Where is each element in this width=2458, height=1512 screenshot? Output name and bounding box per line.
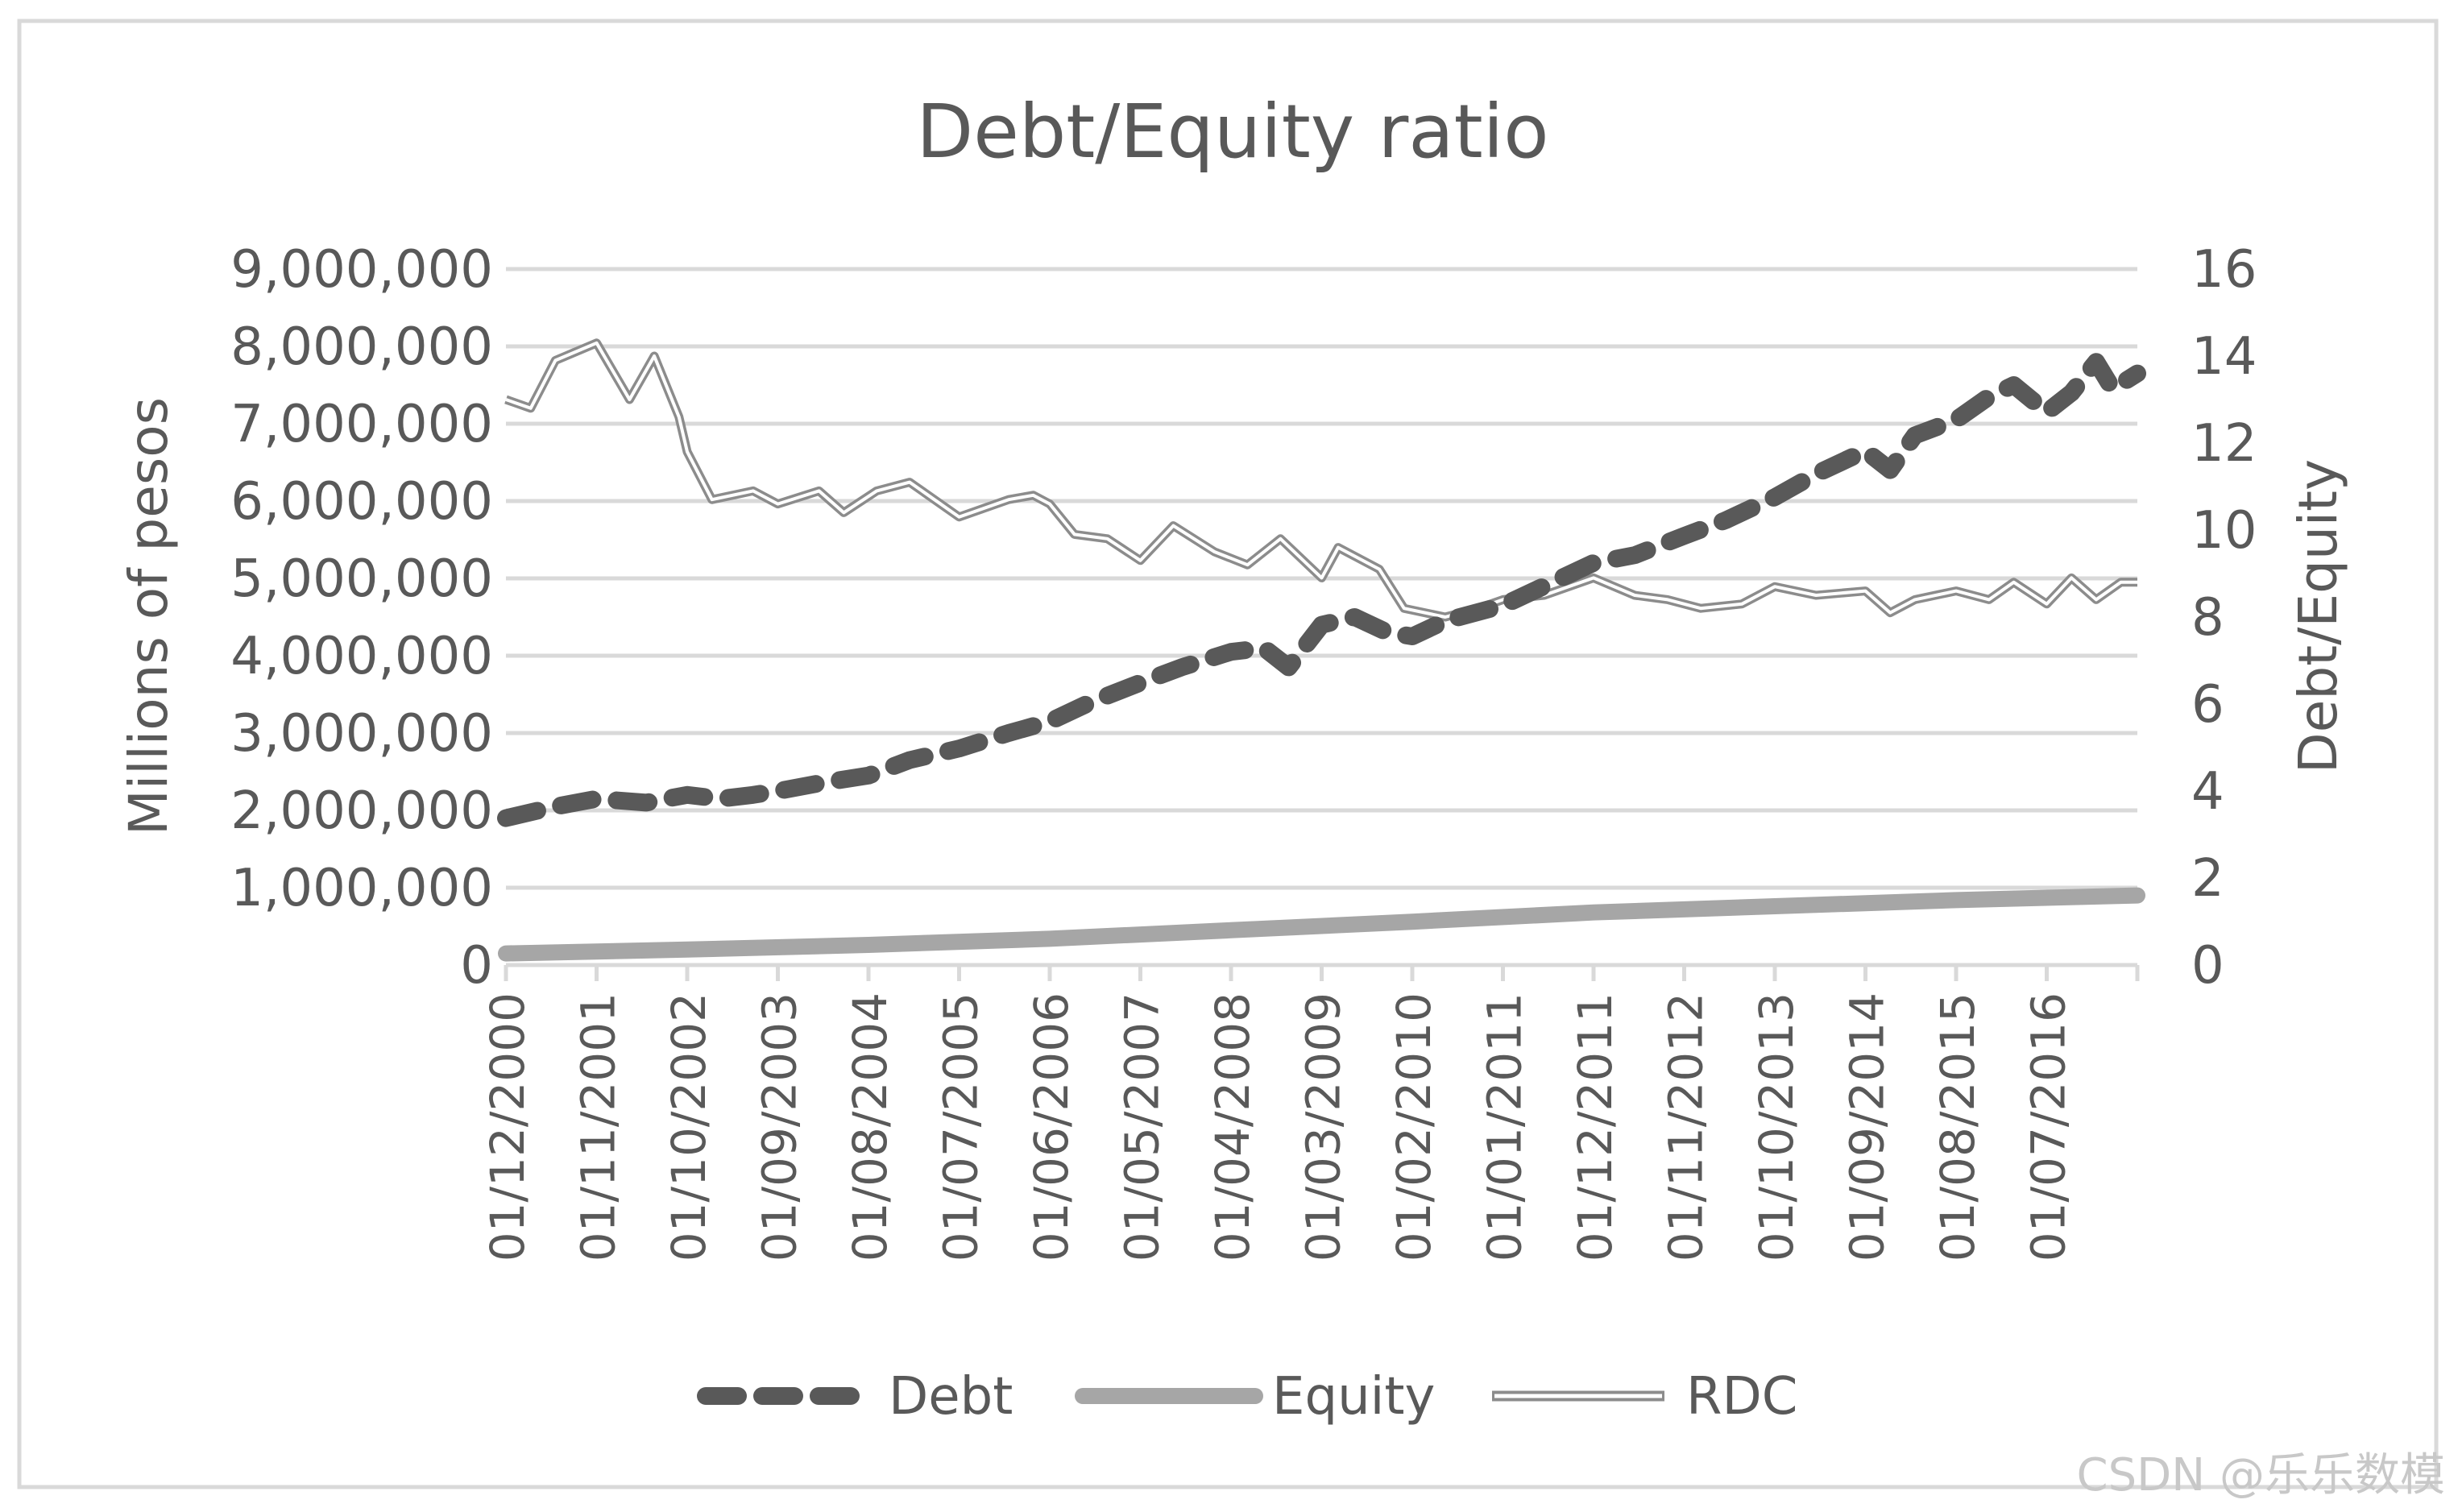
debt-series-line <box>497 353 2146 827</box>
equity-series-line <box>498 887 2145 962</box>
legend-label-equity: Equity <box>1272 1367 1435 1427</box>
x-tick-label: 01/05/2007 <box>1115 992 1170 1261</box>
y-tick-label: 9,000,000 <box>230 240 493 300</box>
chart-title: Debt/Equity ratio <box>916 89 1548 175</box>
y-tick-label: 7,000,000 <box>230 395 493 454</box>
y-axis-ticks: 0 1,000,000 2,000,000 3,000,000 4,000,000 5,0… <box>230 240 493 996</box>
y2-tick-label: 8 <box>2191 588 2224 648</box>
watermark: CSDN @乐乐数模 <box>2077 1449 2445 1502</box>
x-tick-label: 01/03/2009 <box>1296 992 1351 1261</box>
y2-axis-ticks: 0 2 4 6 8 10 12 14 16 <box>2191 240 2257 996</box>
x-tick-label: 01/04/2008 <box>1205 992 1260 1261</box>
gridlines <box>506 267 2137 890</box>
y-tick-label: 4,000,000 <box>230 627 493 686</box>
x-tick-label: 01/06/2006 <box>1024 992 1079 1261</box>
series-layer <box>497 338 2146 962</box>
y2-axis-label: Debt/Equity <box>2287 459 2349 773</box>
y-tick-label: 2,000,000 <box>230 781 493 841</box>
x-tick-label: 01/02/2010 <box>1387 992 1441 1261</box>
x-tick-label: 01/10/2002 <box>661 992 716 1261</box>
y-tick-label: 8,000,000 <box>230 317 493 377</box>
y-tick-label: 3,000,000 <box>230 704 493 764</box>
x-tick-label: 01/01/2011 <box>1478 992 1532 1261</box>
y2-tick-label: 12 <box>2191 414 2257 474</box>
x-tick-label: 01/08/2004 <box>843 992 897 1261</box>
y-tick-label: 6,000,000 <box>230 472 493 532</box>
rdc-series-line-inner <box>505 341 2137 619</box>
y-axis-label: Millions of pesos <box>118 397 180 835</box>
x-tick-label: 01/09/2014 <box>1840 992 1895 1261</box>
x-axis <box>504 963 2140 981</box>
y2-tick-label: 2 <box>2191 849 2224 909</box>
x-tick-label: 01/07/2016 <box>2021 992 2076 1261</box>
legend-label-rdc: RDC <box>1686 1367 1797 1427</box>
y-tick-label: 1,000,000 <box>230 859 493 918</box>
legend: Debt Equity RDC <box>697 1367 1797 1427</box>
x-tick-label: 01/08/2015 <box>1930 992 1985 1261</box>
y2-tick-label: 16 <box>2191 240 2257 300</box>
y2-tick-label: 0 <box>2191 936 2224 996</box>
chart-frame <box>17 19 2439 1489</box>
y2-tick-label: 14 <box>2191 327 2257 387</box>
y-tick-label: 5,000,000 <box>230 549 493 609</box>
x-tick-label: 01/12/2000 <box>480 992 535 1261</box>
y-tick-label: 0 <box>460 936 493 996</box>
y2-tick-label: 6 <box>2191 675 2224 735</box>
x-tick-label: 01/11/2001 <box>571 992 626 1261</box>
legend-label-debt: Debt <box>889 1367 1013 1427</box>
x-tick-label: 01/10/2013 <box>1749 992 1804 1261</box>
x-tick-label: 01/07/2005 <box>934 992 989 1261</box>
x-tick-label: 01/09/2003 <box>752 992 807 1261</box>
y2-tick-label: 4 <box>2191 762 2224 822</box>
x-tick-label: 01/12/2011 <box>1568 992 1623 1261</box>
x-tick-label: 01/11/2012 <box>1659 992 1714 1261</box>
x-axis-ticks: 01/12/2000 01/11/2001 01/10/2002 01/09/2003… <box>480 992 2076 1261</box>
y2-tick-label: 10 <box>2191 501 2257 561</box>
